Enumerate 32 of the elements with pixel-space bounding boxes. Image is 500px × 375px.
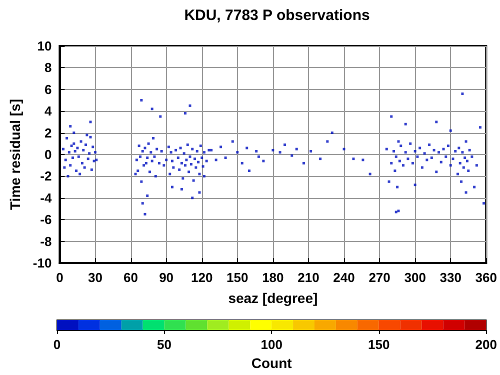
x-tick-label: 300: [404, 270, 426, 285]
color-bar-label: 200: [475, 337, 498, 352]
y-tick-label: -2: [40, 168, 52, 184]
color-bar-label: 50: [157, 337, 172, 352]
y-tick-label: -8: [40, 234, 52, 249]
x-tick-label: 330: [440, 270, 462, 285]
color-bar-label: 150: [368, 337, 390, 352]
y-tick-label: 10: [37, 38, 52, 54]
y-tick-label: 2: [44, 125, 52, 140]
chart-title: KDU, 7783 P observations: [184, 7, 370, 24]
color-bar-title: Count: [251, 355, 292, 371]
x-tick-label: 240: [333, 270, 355, 285]
y-tick-label: -4: [40, 190, 52, 206]
y-tick-label: 6: [44, 82, 52, 97]
x-tick-label: 360: [475, 270, 498, 285]
y-tick-label: -10: [32, 256, 52, 270]
y-tick-label: -6: [40, 212, 52, 228]
x-tick-label: 90: [159, 270, 174, 285]
x-tick-label: 180: [262, 270, 284, 285]
y-tick-label: 8: [44, 60, 52, 76]
x-tick-label: 150: [226, 270, 248, 285]
x-tick-label: 270: [368, 270, 390, 285]
x-tick-label: 120: [190, 270, 213, 285]
color-bar-label: 100: [260, 337, 282, 352]
x-axis-title: seaz [degree]: [228, 290, 318, 306]
x-tick-label: 30: [88, 270, 102, 285]
x-tick-label: 0: [56, 270, 64, 285]
y-axis-title: Time residual [s]: [7, 98, 23, 210]
x-tick-label: 210: [298, 270, 320, 285]
y-tick-label: 0: [44, 147, 52, 162]
y-tick-label: 4: [44, 104, 52, 119]
x-tick-label: 60: [124, 270, 138, 285]
